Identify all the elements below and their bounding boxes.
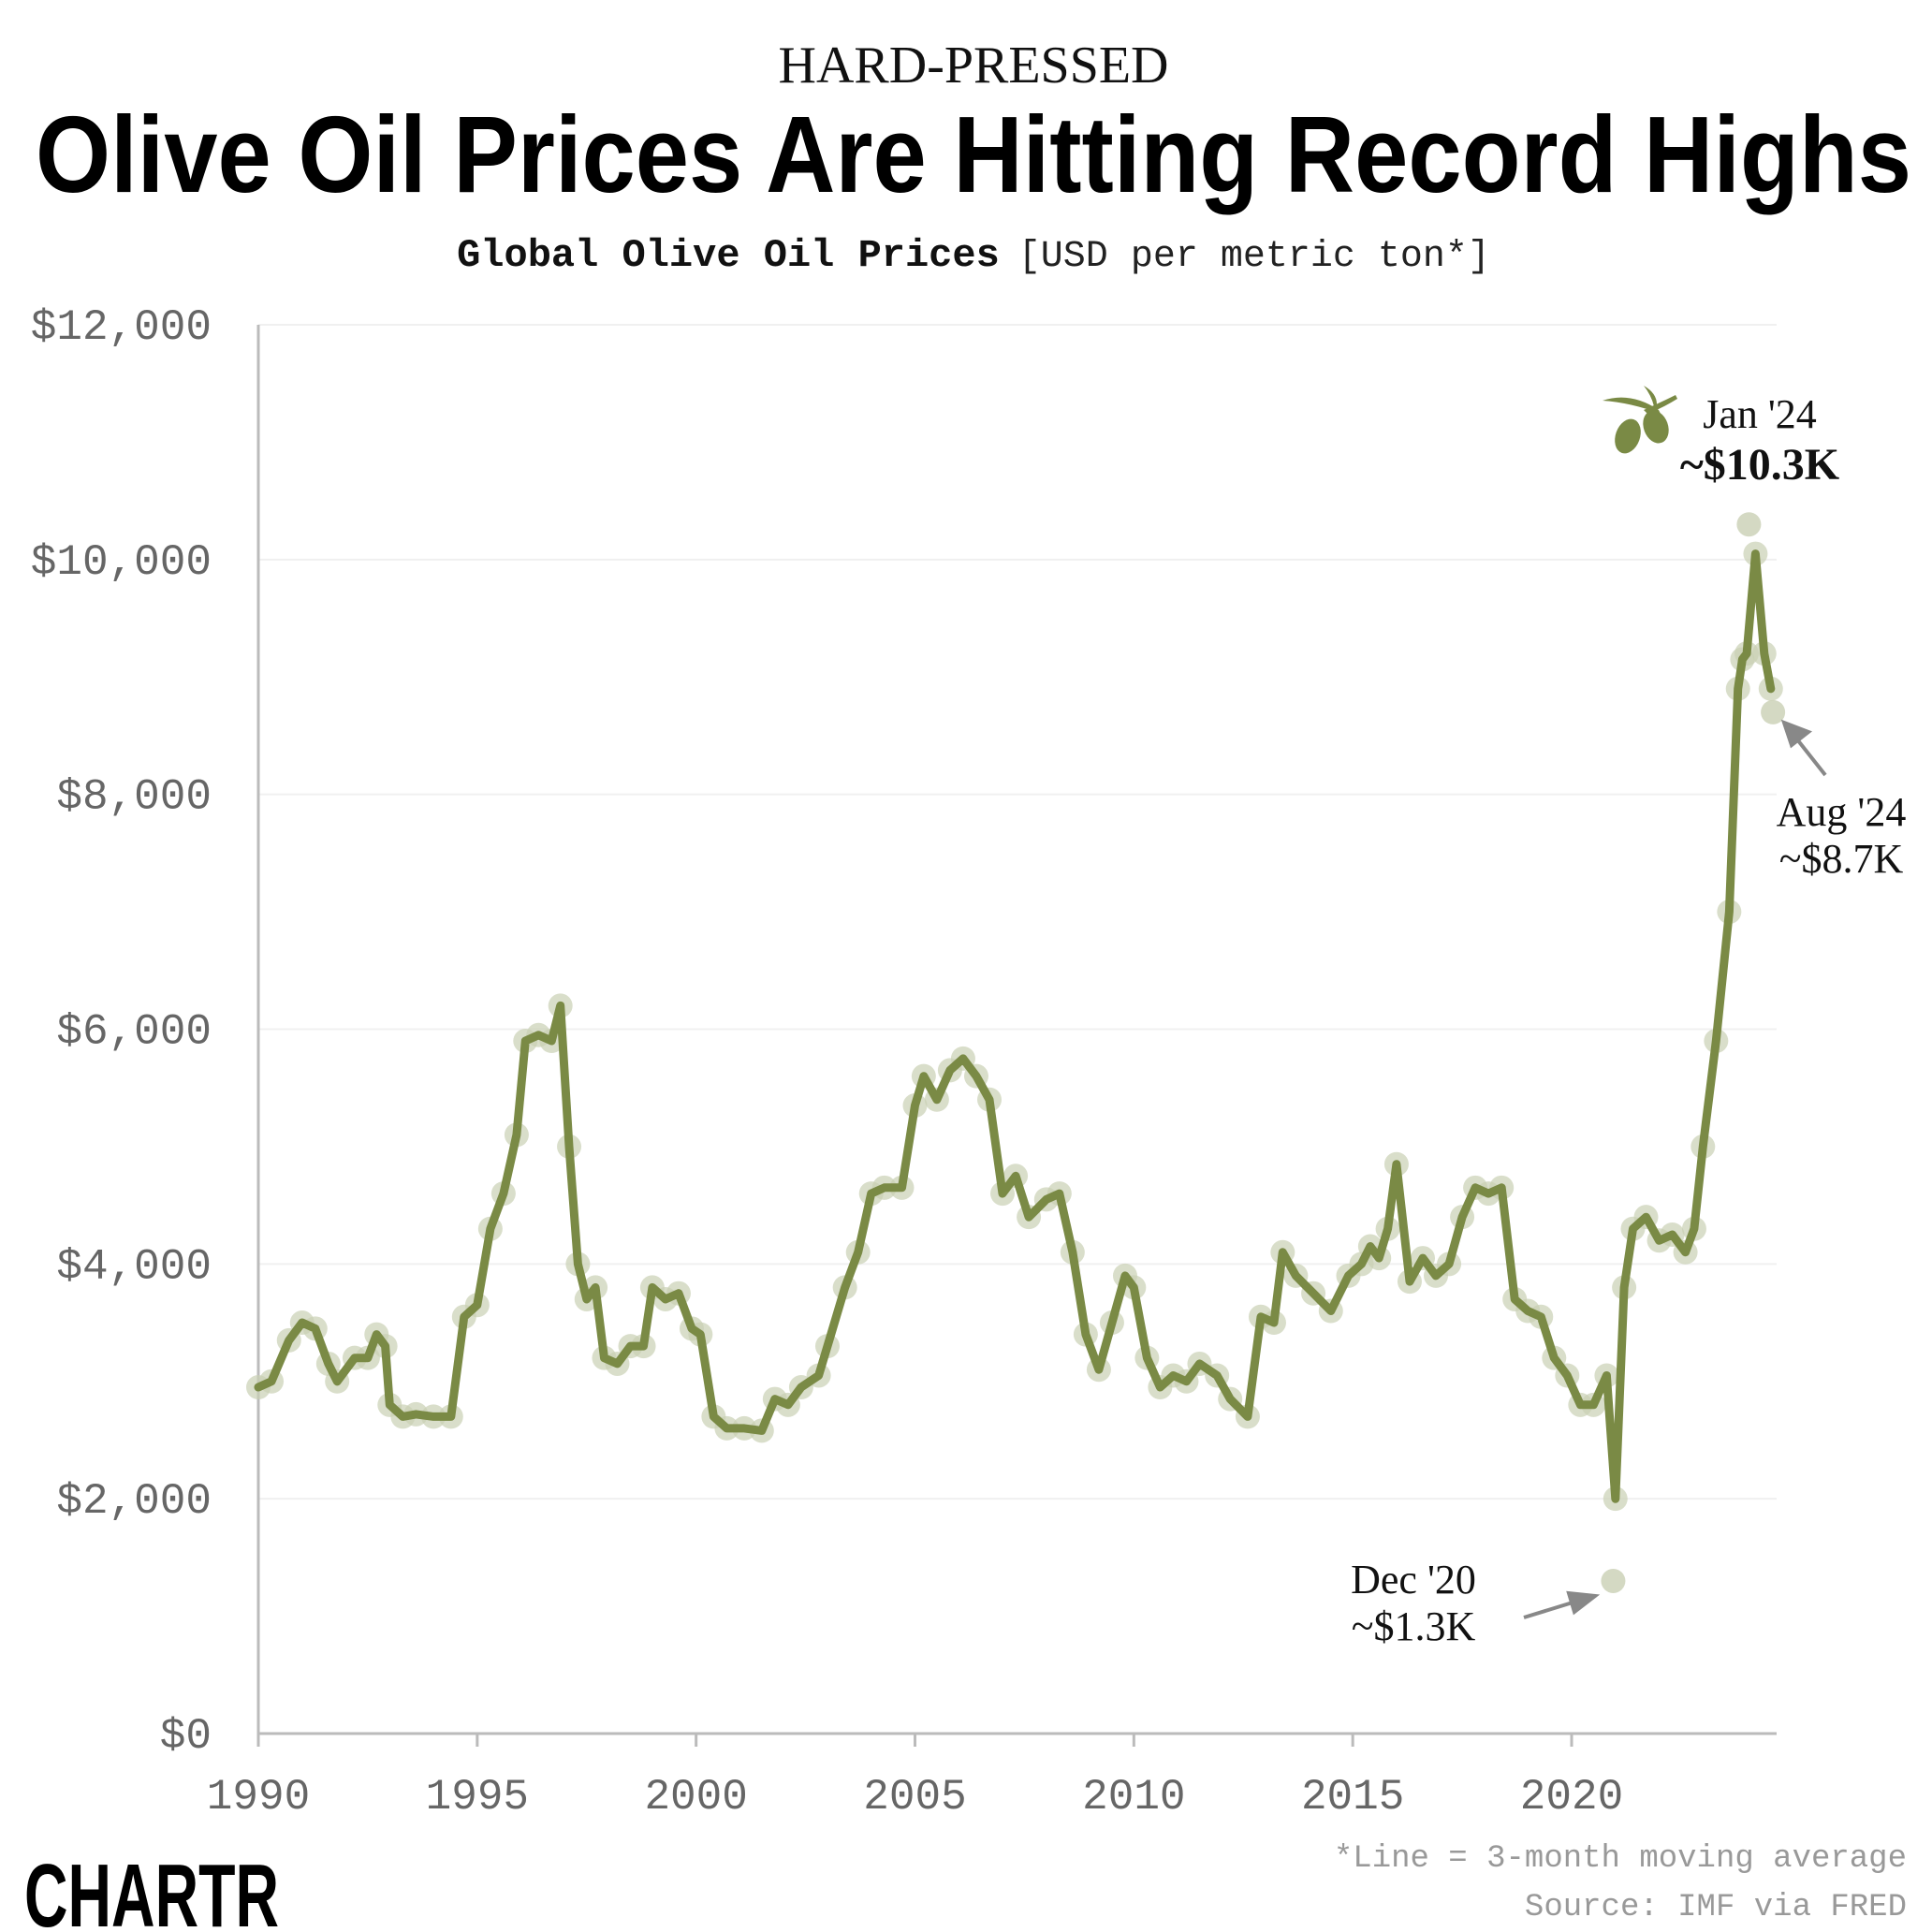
dec20-value: ~$1.3K xyxy=(1352,1603,1476,1649)
y-tick-label: $8,000 xyxy=(56,773,212,822)
subtitle-unit: [USD per metric ton*] xyxy=(1018,236,1490,278)
x-tick-label: 2010 xyxy=(1082,1773,1185,1822)
y-tick-label: $10,000 xyxy=(31,538,212,587)
y-tick-label: $2,000 xyxy=(56,1477,212,1526)
aug24-value: ~$8.7K xyxy=(1779,836,1904,882)
x-tick-label: 2005 xyxy=(863,1773,966,1822)
jan24-value: ~$10.3K xyxy=(1680,440,1839,490)
kicker: HARD-PRESSED xyxy=(779,37,1169,95)
subtitle: Global Olive Oil Prices [USD per metric t… xyxy=(457,233,1490,278)
chartr-logo: CHARTR xyxy=(24,1846,279,1932)
aug24-arrow xyxy=(1780,719,1827,777)
dec20-label: Dec '20 xyxy=(1351,1557,1476,1603)
y-tick-label: $6,000 xyxy=(56,1008,212,1057)
moving-average-line xyxy=(254,549,1776,1503)
highlight-dot xyxy=(1736,512,1762,537)
y-tick-label: $0 xyxy=(160,1712,212,1761)
highlight-dot xyxy=(1601,1568,1626,1593)
olive-icon xyxy=(1603,386,1677,454)
gridlines xyxy=(258,324,1777,1500)
raw-price-dots xyxy=(246,541,1783,1512)
x-tick-label: 2020 xyxy=(1520,1773,1623,1822)
x-tick-label: 2000 xyxy=(644,1773,747,1822)
footnote: *Line = 3-month moving average xyxy=(1334,1841,1907,1877)
y-tick-label: $12,000 xyxy=(31,303,212,352)
x-tick-label: 1990 xyxy=(207,1773,310,1822)
source: Source: IMF via FRED xyxy=(1525,1890,1907,1925)
chart-title: Olive Oil Prices Are Hitting Record High… xyxy=(36,94,1911,215)
svg-text:CHARTR: CHARTR xyxy=(24,1846,279,1932)
highlight-dots xyxy=(1601,512,1786,1593)
axes: $0 $2,000 $4,000 $6,000 $8,000 $10,000 $12,000… xyxy=(31,303,1777,1822)
x-tick-label: 1995 xyxy=(426,1773,529,1822)
jan24-label: Jan '24 xyxy=(1703,391,1817,437)
x-tick-label: 2015 xyxy=(1301,1773,1404,1822)
highlight-dot xyxy=(1761,699,1786,724)
aug24-label: Aug '24 xyxy=(1777,789,1907,835)
subtitle-bold: Global Olive Oil Prices xyxy=(457,233,1000,278)
y-tick-label: $4,000 xyxy=(56,1242,212,1291)
dec20-arrow xyxy=(1523,1590,1601,1619)
